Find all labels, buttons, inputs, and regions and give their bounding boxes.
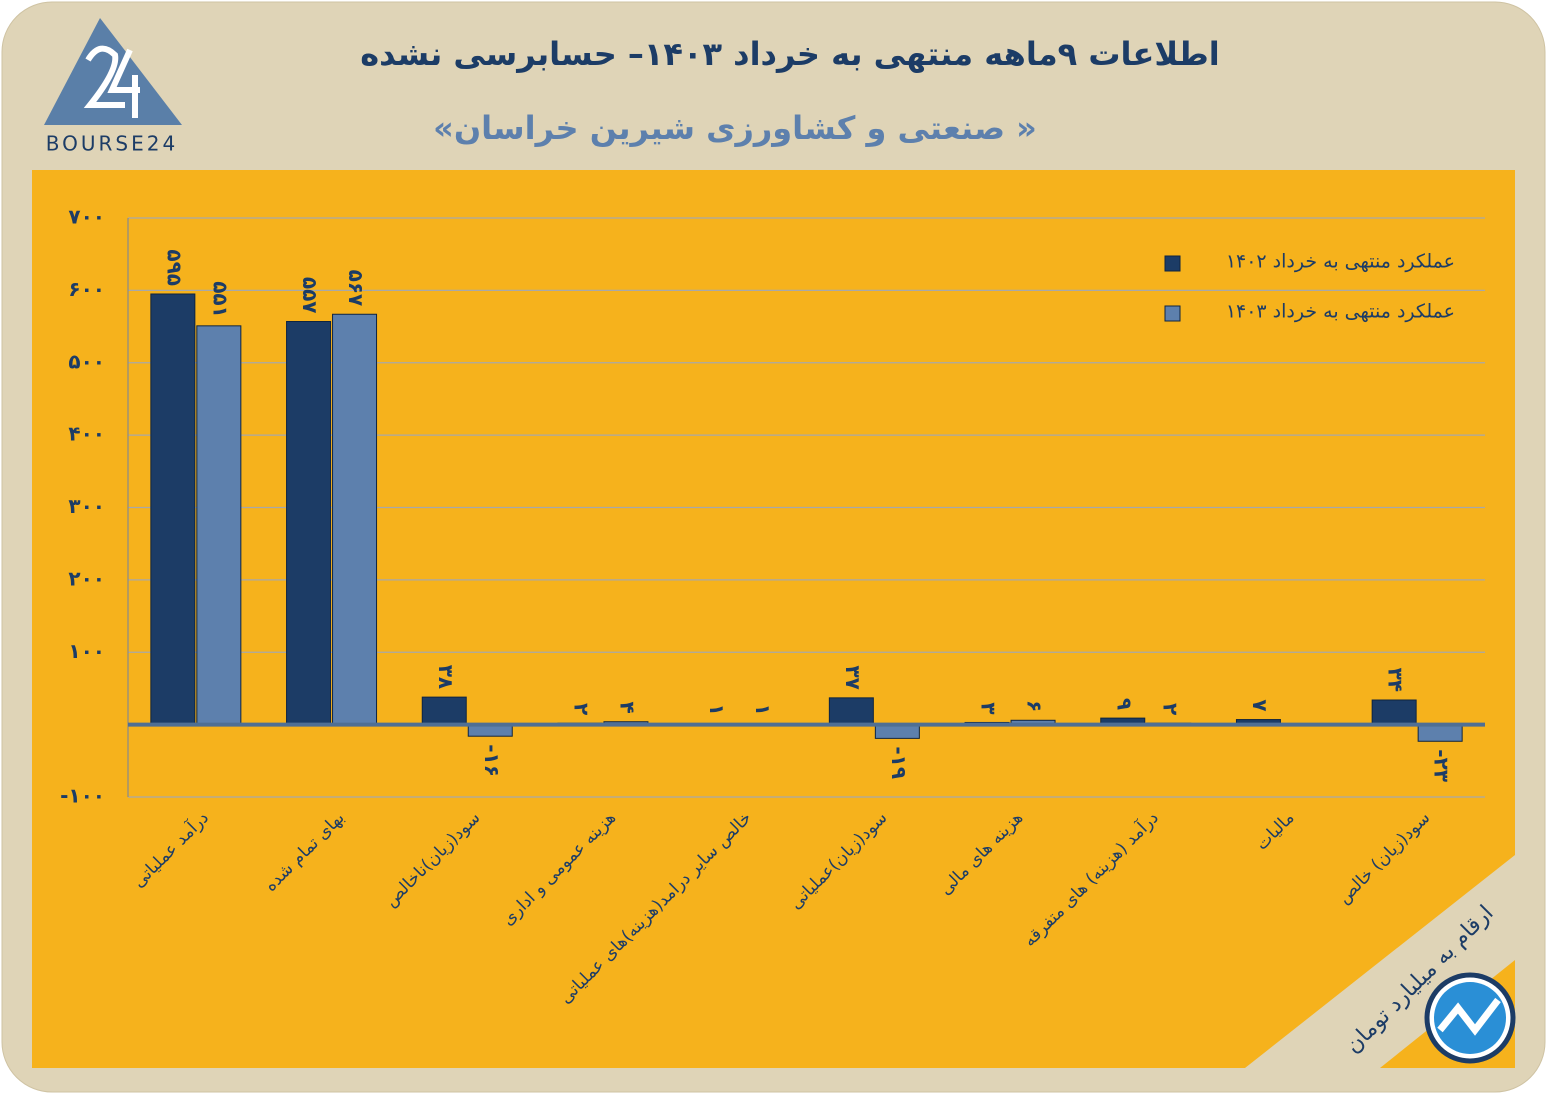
bar xyxy=(828,697,874,726)
y-tick-label: ۵۰۰ xyxy=(68,349,105,373)
value-label: ۳۸ xyxy=(434,665,458,689)
value-label: ۱ xyxy=(751,704,775,716)
corner-stripe xyxy=(1245,855,1515,1068)
bar xyxy=(150,293,196,726)
y-tick-label: ۳۰۰ xyxy=(68,494,105,518)
y-tick-label: ۱۰۰ xyxy=(68,639,105,663)
value-label: ۳۷ xyxy=(841,665,865,689)
value-label: ۲ xyxy=(1158,703,1182,715)
value-label: ۵۶۷ xyxy=(344,270,368,307)
bar xyxy=(1417,724,1463,742)
y-tick-label: ۶۰۰ xyxy=(68,277,105,301)
value-label: ۵۵۷ xyxy=(298,277,322,314)
value-label: ۱ xyxy=(705,704,729,716)
y-tick-label: ۷۰۰ xyxy=(68,205,105,229)
legend-swatch xyxy=(1164,255,1181,272)
value-label: ۳ xyxy=(977,702,1001,714)
value-label: -۱۶ xyxy=(480,744,504,777)
chart-title: اطلاعات ۹ماهه منتهی به خرداد ۱۴۰۳– حسابر… xyxy=(360,35,1220,73)
value-label: -۲۳ xyxy=(1430,749,1454,782)
value-label: ۹ xyxy=(1112,698,1136,710)
y-tick-label: -۱۰۰ xyxy=(60,784,105,808)
value-label: ۴ xyxy=(615,702,639,714)
bar xyxy=(332,313,378,726)
value-label: ۲ xyxy=(569,703,593,715)
plot-panel xyxy=(32,170,1515,1068)
legend-label: عملکرد منتهی به خرداد ۱۴۰۳ xyxy=(1226,301,1455,323)
logo-text: BOURSE24 xyxy=(46,132,178,156)
bar xyxy=(421,696,467,726)
legend-label: عملکرد منتهی به خرداد ۱۴۰۲ xyxy=(1226,251,1455,273)
bar xyxy=(286,320,332,726)
value-label: -۱۹ xyxy=(887,746,911,779)
value-label: ۵۵۱ xyxy=(208,281,232,318)
bar xyxy=(196,325,242,726)
value-label: ۶ xyxy=(1023,700,1047,712)
value-label: ۳۴ xyxy=(1384,668,1408,692)
badge-arrow xyxy=(1437,997,1501,1036)
legend-swatch xyxy=(1164,305,1181,322)
logo-digits xyxy=(83,45,140,118)
y-tick-label: ۴۰۰ xyxy=(68,422,105,446)
bar xyxy=(874,724,920,739)
value-label: ۵۹۵ xyxy=(162,249,186,286)
chart-subtitle: «صنعتی و کشاورزی شیرین خراسان » xyxy=(433,109,1037,147)
y-tick-label: ۲۰۰ xyxy=(68,566,105,590)
bar xyxy=(1371,699,1417,726)
value-label: ۷ xyxy=(1248,699,1272,711)
